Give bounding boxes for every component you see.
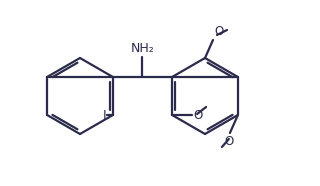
Text: NH₂: NH₂ (131, 42, 154, 55)
Text: O: O (214, 25, 223, 38)
Text: I: I (102, 108, 106, 121)
Text: O: O (193, 108, 202, 121)
Text: O: O (224, 135, 234, 148)
